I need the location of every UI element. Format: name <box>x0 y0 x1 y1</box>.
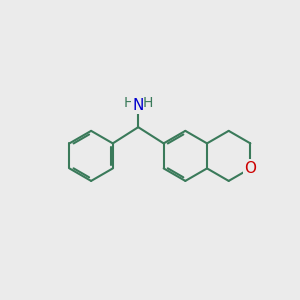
Text: H: H <box>124 96 134 110</box>
Text: O: O <box>244 161 256 176</box>
Text: N: N <box>133 98 144 112</box>
Text: H: H <box>142 96 153 110</box>
